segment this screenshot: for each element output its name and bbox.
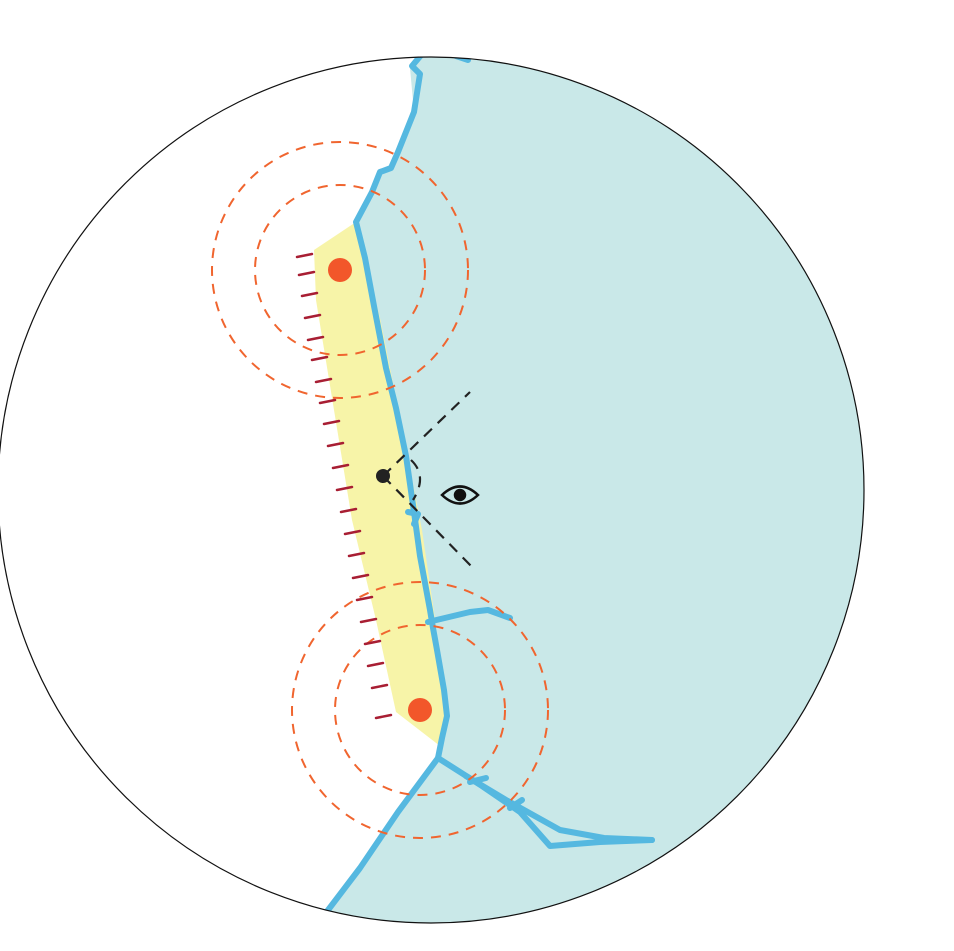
coast-notch bbox=[405, 509, 421, 527]
viewshed-lines bbox=[382, 391, 476, 571]
hatch-mark bbox=[322, 419, 341, 426]
buffer-ring-north-inner bbox=[254, 184, 426, 356]
hatch-mark bbox=[370, 683, 389, 690]
river-mouth-north bbox=[425, 607, 513, 625]
hatch-mark bbox=[331, 463, 350, 470]
viewpoint-dot[interactable] bbox=[376, 469, 390, 483]
hatch-mark bbox=[300, 291, 319, 298]
buffer-ring-north-outer bbox=[211, 141, 469, 399]
harbor-pier-1 bbox=[467, 775, 489, 785]
hatch-mark bbox=[326, 441, 345, 448]
hatch-mark bbox=[355, 595, 374, 602]
hatch-mark bbox=[351, 573, 370, 580]
eye-icon-outline bbox=[440, 485, 480, 505]
buffer-rings bbox=[211, 141, 549, 839]
hatch-mark bbox=[363, 639, 382, 646]
hatch-mark bbox=[366, 661, 385, 668]
hatch-mark bbox=[310, 355, 329, 362]
sight-line-south bbox=[382, 475, 476, 571]
dune-strip bbox=[314, 222, 446, 746]
hatch-mark bbox=[347, 551, 366, 558]
hatch-mark bbox=[359, 617, 378, 624]
water-area bbox=[320, 57, 864, 923]
site-marker-south[interactable] bbox=[408, 698, 432, 722]
buffer-ring-south-outer bbox=[291, 581, 549, 839]
sight-line-north bbox=[382, 391, 471, 477]
hatch-mark bbox=[306, 335, 325, 342]
hatch-mark bbox=[318, 398, 337, 405]
harbor-pier-2 bbox=[507, 797, 525, 811]
harbor-breakwater-inner bbox=[463, 773, 655, 843]
view-angle-arc bbox=[410, 459, 422, 501]
hatch-mark bbox=[343, 529, 362, 536]
cliff-hatching bbox=[295, 252, 393, 720]
coastline-south-west bbox=[317, 755, 441, 923]
hatch-mark bbox=[297, 270, 316, 277]
buffer-ring-south-inner bbox=[334, 624, 506, 796]
map-frame-circle bbox=[0, 56, 865, 924]
hatch-mark bbox=[335, 485, 354, 492]
hatch-mark bbox=[295, 252, 314, 259]
site-marker-north[interactable] bbox=[328, 258, 352, 282]
hatch-mark bbox=[303, 313, 322, 320]
coastline-main bbox=[353, 57, 450, 761]
hatch-mark bbox=[314, 377, 333, 384]
eye-icon-pupil bbox=[453, 488, 467, 502]
eye-icon bbox=[440, 485, 480, 505]
hatch-mark bbox=[339, 507, 358, 514]
hatch-mark bbox=[374, 713, 393, 720]
